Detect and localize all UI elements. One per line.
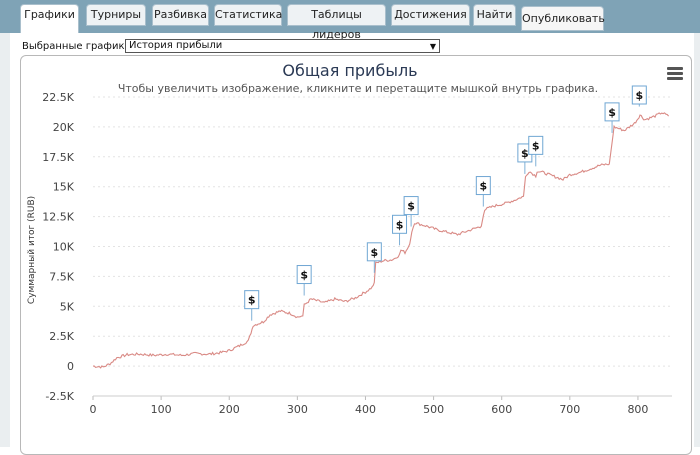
- dollar-icon: $: [300, 269, 308, 282]
- dollar-icon: $: [479, 180, 487, 193]
- flag-box: [296, 265, 312, 285]
- tab-4[interactable]: Таблицы лидеров: [287, 4, 386, 41]
- chart-selector[interactable]: История прибыли ▼: [125, 39, 440, 53]
- y-tick-label: 15K: [53, 181, 75, 194]
- bonus-flag-marker: $: [475, 176, 491, 207]
- tab-2[interactable]: Разбивка: [152, 4, 209, 26]
- chart-title: Общая прибыль: [282, 61, 418, 80]
- dollar-icon: $: [248, 294, 256, 307]
- bonus-flag-marker: $: [392, 214, 408, 246]
- x-tick-label: 400: [355, 403, 376, 416]
- dollar-icon: $: [370, 246, 378, 259]
- right-margin: [694, 33, 700, 447]
- bonus-flag-marker: $: [244, 290, 260, 321]
- x-tick-label: 200: [219, 403, 240, 416]
- y-axis-title: Суммарный итог (RUB): [27, 196, 37, 304]
- y-tick-label: 0: [67, 360, 74, 373]
- dollar-icon: $: [521, 147, 529, 160]
- dollar-icon: $: [635, 89, 643, 102]
- x-tick-label: 500: [423, 403, 444, 416]
- dollar-icon: $: [532, 139, 540, 152]
- flag-box: [403, 196, 419, 216]
- x-tick-label: 0: [90, 403, 97, 416]
- bonus-flag-marker: $: [296, 265, 312, 296]
- bonus-flag-marker: $: [403, 196, 419, 227]
- chart-subtitle: Чтобы увеличить изображение, кликните и …: [117, 82, 599, 95]
- bonus-flag-marker: $: [528, 135, 544, 167]
- flag-box: [631, 85, 647, 105]
- dollar-icon: $: [396, 218, 404, 231]
- y-tick-label: 10K: [53, 241, 75, 254]
- flag-box: [366, 242, 382, 262]
- flag-box: [604, 102, 620, 122]
- tab-6[interactable]: Найти: [473, 4, 516, 26]
- x-tick-label: 700: [559, 403, 580, 416]
- y-tick-label: 2.5K: [49, 330, 74, 343]
- x-tick-label: 800: [627, 403, 648, 416]
- flag-box: [528, 135, 544, 155]
- x-tick-label: 100: [151, 403, 172, 416]
- y-tick-label: 17.5K: [42, 151, 74, 164]
- y-tick-label: 5K: [60, 300, 75, 313]
- dollar-icon: $: [608, 106, 616, 119]
- tab-5[interactable]: Достижения: [391, 4, 470, 26]
- chart-selector-value: История прибыли: [129, 40, 223, 51]
- y-tick-label: -2.5K: [45, 390, 74, 403]
- x-tick-label: 300: [287, 403, 308, 416]
- profit-series-line: [93, 112, 670, 369]
- left-margin: [0, 33, 10, 447]
- chart-panel: [20, 55, 692, 455]
- bonus-flag-marker: $: [604, 102, 620, 133]
- tab-0[interactable]: Графики: [20, 4, 79, 33]
- dollar-icon: $: [407, 200, 415, 213]
- publish-button[interactable]: Опубликовать: [521, 6, 605, 31]
- flag-box: [475, 176, 491, 196]
- tab-1[interactable]: Турниры: [86, 4, 146, 26]
- y-tick-label: 20K: [53, 121, 75, 134]
- chart-selector-label: Выбранные графики:: [22, 41, 135, 52]
- bonus-flag-marker: $: [366, 242, 382, 273]
- x-tick-label: 600: [491, 403, 512, 416]
- bonus-flag-marker: $: [631, 85, 647, 107]
- hamburger-menu-icon[interactable]: [667, 67, 683, 81]
- flag-box: [244, 290, 260, 310]
- y-tick-label: 22.5K: [42, 91, 74, 104]
- y-tick-label: 7.5K: [49, 270, 74, 283]
- tab-3[interactable]: Статистика: [214, 4, 282, 26]
- flag-box: [392, 214, 408, 234]
- y-tick-label: 12.5K: [42, 211, 74, 224]
- chevron-down-icon: ▼: [429, 42, 436, 51]
